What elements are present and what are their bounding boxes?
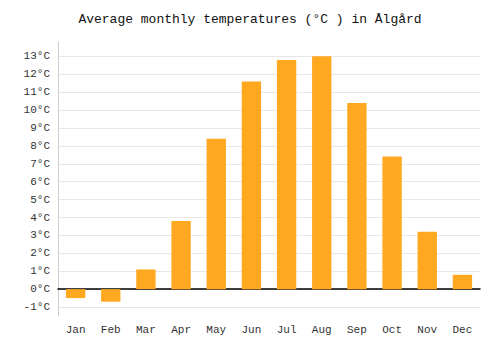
svg-text:Oct: Oct bbox=[382, 324, 402, 336]
svg-text:0°C: 0°C bbox=[30, 283, 50, 295]
svg-text:Nov: Nov bbox=[417, 324, 437, 336]
svg-text:Apr: Apr bbox=[171, 324, 191, 336]
svg-text:Average monthly temperatures (: Average monthly temperatures (°C ) in Ål… bbox=[78, 12, 421, 27]
svg-text:Mar: Mar bbox=[136, 324, 156, 336]
svg-text:7°C: 7°C bbox=[30, 158, 50, 170]
svg-text:1°C: 1°C bbox=[30, 265, 50, 277]
svg-text:12°C: 12°C bbox=[24, 68, 51, 80]
svg-text:Aug: Aug bbox=[312, 324, 332, 336]
svg-text:5°C: 5°C bbox=[30, 194, 50, 206]
svg-text:Jun: Jun bbox=[242, 324, 262, 336]
svg-text:2°C: 2°C bbox=[30, 247, 50, 259]
svg-text:10°C: 10°C bbox=[24, 104, 51, 116]
svg-text:4°C: 4°C bbox=[30, 212, 50, 224]
svg-text:Feb: Feb bbox=[101, 324, 121, 336]
svg-text:8°C: 8°C bbox=[30, 140, 50, 152]
svg-text:Dec: Dec bbox=[453, 324, 473, 336]
svg-text:May: May bbox=[206, 324, 226, 336]
svg-text:-1°C: -1°C bbox=[24, 301, 51, 313]
svg-text:11°C: 11°C bbox=[24, 86, 51, 98]
svg-text:Sep: Sep bbox=[347, 324, 367, 336]
svg-text:9°C: 9°C bbox=[30, 122, 50, 134]
svg-text:Jul: Jul bbox=[277, 324, 297, 336]
svg-text:13°C: 13°C bbox=[24, 50, 51, 62]
svg-text:Jan: Jan bbox=[66, 324, 86, 336]
svg-text:3°C: 3°C bbox=[30, 229, 50, 241]
svg-text:6°C: 6°C bbox=[30, 176, 50, 188]
